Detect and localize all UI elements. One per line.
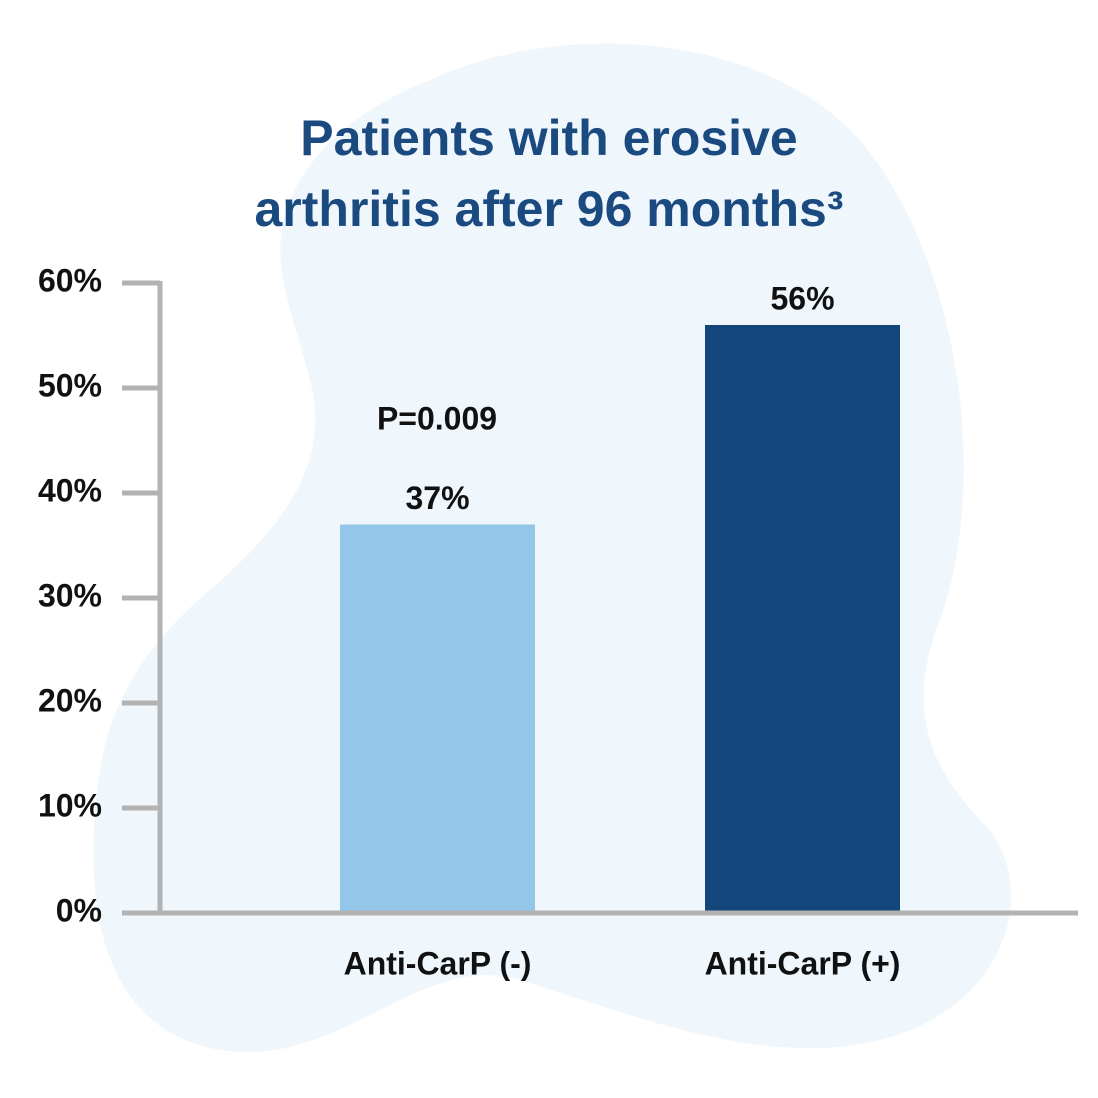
value-label: 56% [770,280,834,316]
x-tick-label: Anti-CarP (-) [344,945,532,981]
y-tick-label: 20% [38,682,102,718]
x-tick-label: Anti-CarP (+) [705,945,901,981]
y-tick-label: 40% [38,472,102,508]
y-tick-label: 60% [38,262,102,298]
y-tick-label: 50% [38,367,102,403]
chart-title: Patients with erosive [300,110,797,166]
value-label: 37% [405,480,469,516]
y-tick-label: 0% [56,892,102,928]
annotation: P=0.009 [377,400,497,436]
bar [705,325,900,913]
y-tick-label: 30% [38,577,102,613]
chart-title: arthritis after 96 months³ [254,181,843,237]
y-tick-label: 10% [38,787,102,823]
bar [340,524,535,913]
